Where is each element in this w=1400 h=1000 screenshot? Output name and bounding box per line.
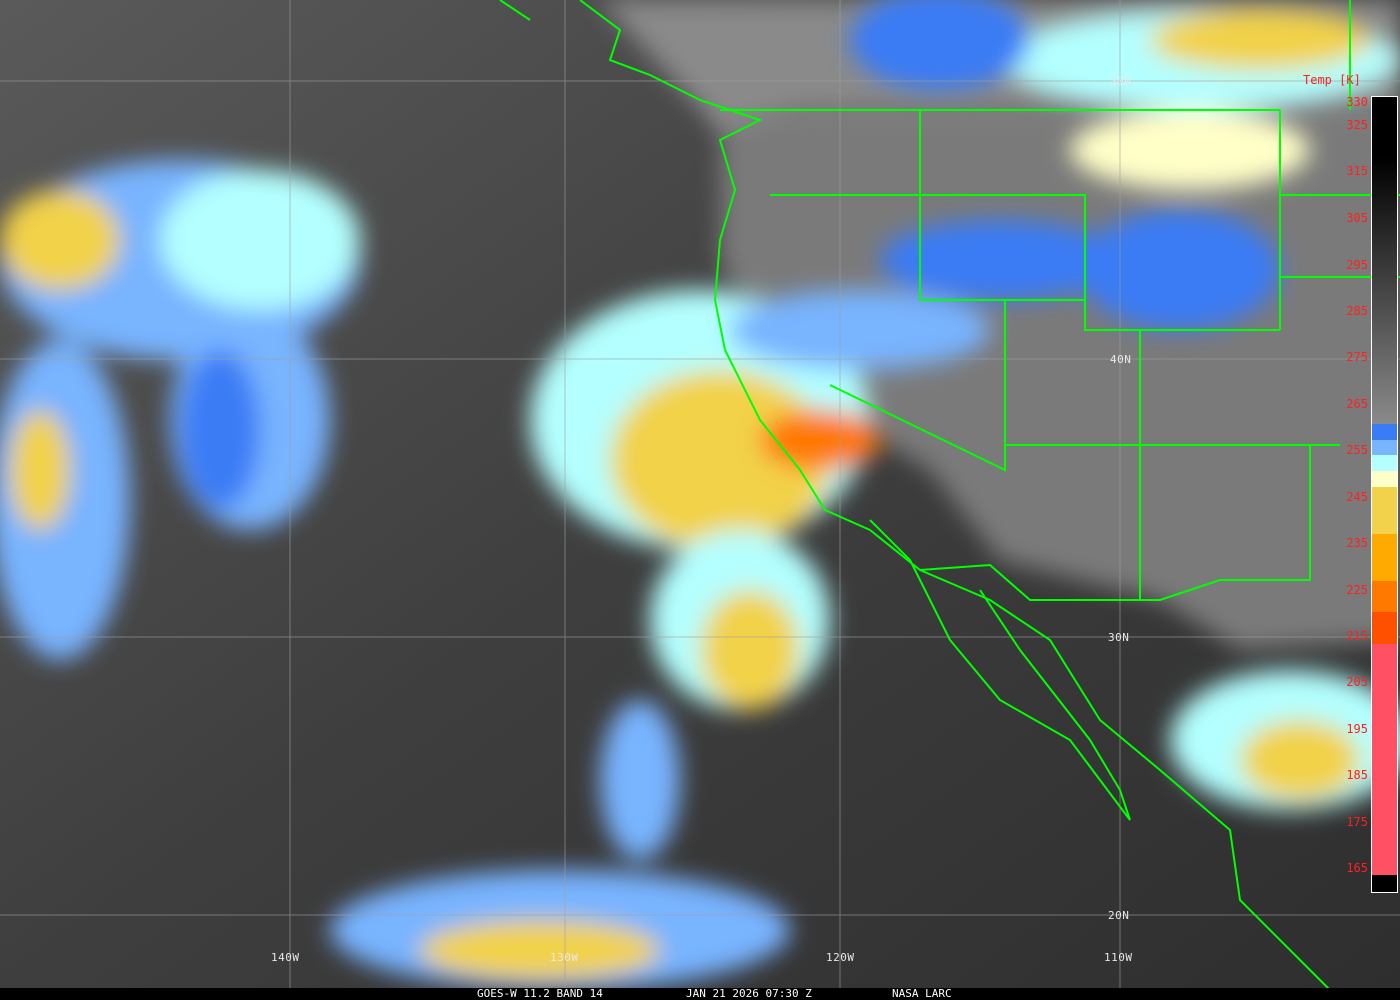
- colorbar-tick-label: 295: [1346, 258, 1368, 272]
- colorbar-tick-label: 165: [1346, 861, 1368, 875]
- colorbar-tick-label: 235: [1346, 536, 1368, 550]
- colorbar-tick-label: 305: [1346, 211, 1368, 225]
- lat-label-40n: 40N: [1110, 353, 1132, 366]
- colorbar-tick-label: 225: [1346, 583, 1368, 597]
- lon-label-130w: 130W: [550, 951, 579, 964]
- colorbar-tick-label: 315: [1346, 164, 1368, 178]
- lat-label-50n: 50N: [1110, 75, 1132, 88]
- temperature-colorbar: [1371, 96, 1398, 893]
- colorbar-tick-label: 185: [1346, 768, 1368, 782]
- caption-source: NASA LARC: [892, 987, 952, 1000]
- caption-datetime: JAN 21 2026 07:30 Z: [686, 987, 812, 1000]
- colorbar-tick-label: 215: [1346, 629, 1368, 643]
- colorbar-tick-label: 195: [1346, 722, 1368, 736]
- coastlines-and-borders: [499, 0, 1400, 991]
- colorbar-tick-label: 175: [1346, 815, 1368, 829]
- lon-label-110w: 110W: [1104, 951, 1133, 964]
- lon-label-140w: 140W: [271, 951, 300, 964]
- lat-label-30n: 30N: [1108, 631, 1130, 644]
- colorbar-tick-label: 285: [1346, 304, 1368, 318]
- colorbar-tick-label: 325: [1346, 118, 1368, 132]
- colorbar-tick-label: 275: [1346, 350, 1368, 364]
- colorbar-title: Temp [K]: [1303, 73, 1361, 87]
- colorbar-tick-label: 330: [1346, 95, 1368, 109]
- caption-satellite: GOES-W 11.2 BAND 14: [477, 987, 603, 1000]
- colorbar-tick-label: 255: [1346, 443, 1368, 457]
- lat-label-20n: 20N: [1108, 909, 1130, 922]
- colorbar-tick-label: 245: [1346, 490, 1368, 504]
- lon-label-120w: 120W: [826, 951, 855, 964]
- colorbar-tick-label: 265: [1346, 397, 1368, 411]
- colorbar-tick-label: 205: [1346, 675, 1368, 689]
- caption-bar: GOES-W 11.2 BAND 14 JAN 21 2026 07:30 Z …: [0, 988, 1400, 1000]
